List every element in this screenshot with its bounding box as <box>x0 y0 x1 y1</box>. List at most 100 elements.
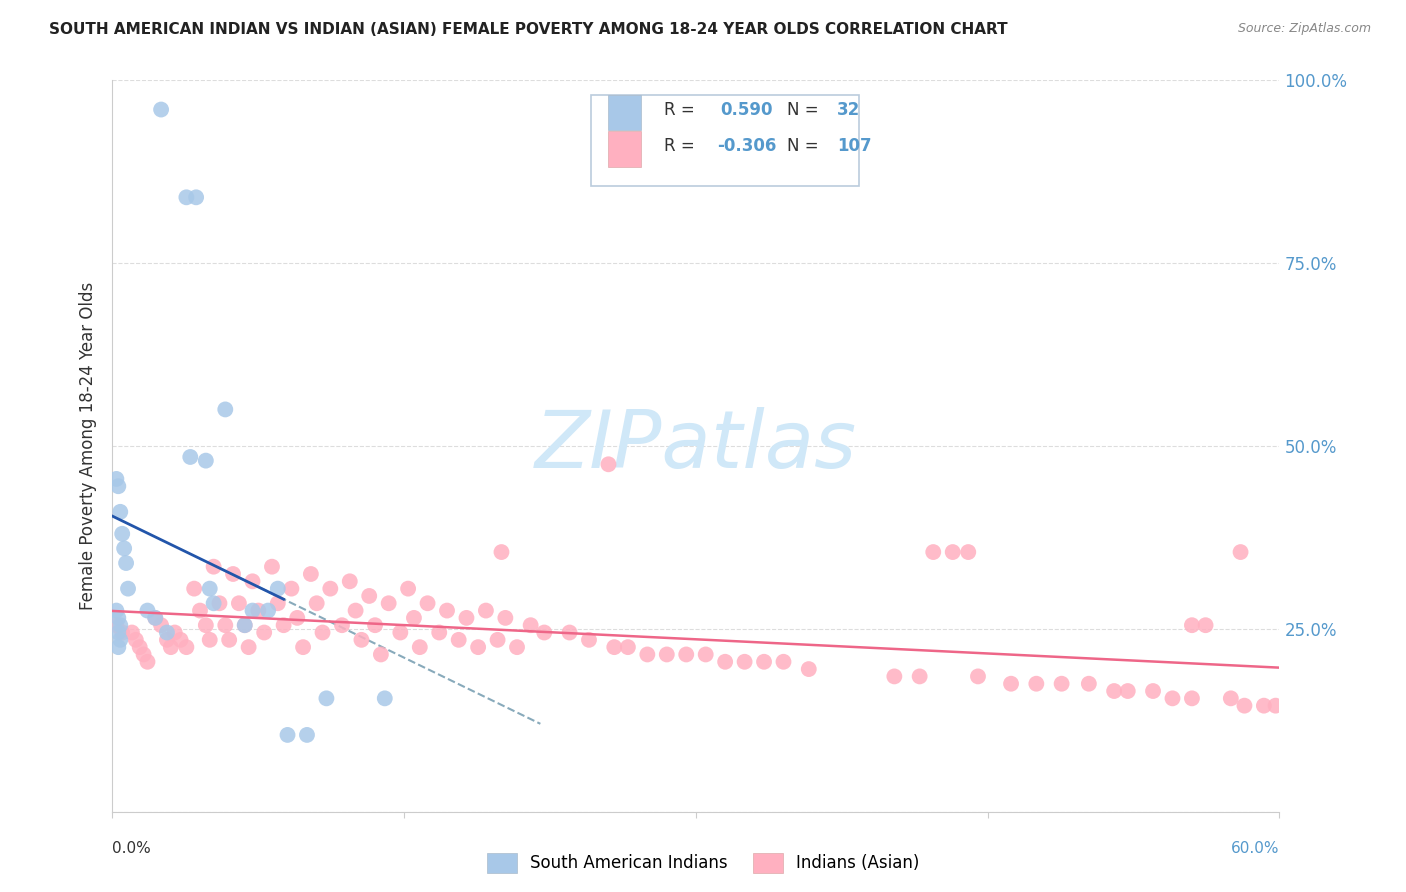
Point <box>107 640 129 655</box>
Point <box>330 618 353 632</box>
Point <box>150 618 173 632</box>
Point <box>111 625 134 640</box>
Point <box>136 603 159 617</box>
Point <box>115 556 138 570</box>
Text: N =: N = <box>787 101 818 119</box>
Point <box>1194 618 1216 632</box>
Point <box>797 662 820 676</box>
Point <box>1161 691 1184 706</box>
Point <box>617 640 640 655</box>
Point <box>942 545 965 559</box>
Legend: South American Indians, Indians (Asian): South American Indians, Indians (Asian) <box>479 847 927 880</box>
Point <box>350 632 373 647</box>
Point <box>486 632 509 647</box>
Point <box>475 603 498 617</box>
Point <box>276 728 298 742</box>
Point <box>491 545 513 559</box>
Point <box>107 611 129 625</box>
Point <box>315 691 337 706</box>
Point <box>636 648 658 662</box>
Point <box>447 632 470 647</box>
Point <box>695 648 717 662</box>
Point <box>1025 676 1047 690</box>
Point <box>1142 684 1164 698</box>
Point <box>222 567 245 582</box>
Point <box>285 611 308 625</box>
Point <box>603 640 626 655</box>
Point <box>427 625 450 640</box>
Point <box>242 603 264 617</box>
Point <box>370 648 392 662</box>
Point <box>533 625 555 640</box>
Point <box>416 596 439 610</box>
Y-axis label: Female Poverty Among 18-24 Year Olds: Female Poverty Among 18-24 Year Olds <box>79 282 97 610</box>
Point <box>198 582 221 596</box>
Point <box>734 655 756 669</box>
Point <box>377 596 399 610</box>
Point <box>218 632 240 647</box>
Point <box>176 640 198 655</box>
Point <box>772 655 794 669</box>
Point <box>967 669 990 683</box>
Point <box>436 603 458 617</box>
Point <box>105 618 128 632</box>
Point <box>292 640 315 655</box>
Point <box>179 450 201 464</box>
Point <box>456 611 478 625</box>
FancyBboxPatch shape <box>591 95 859 186</box>
Point <box>156 625 179 640</box>
Point <box>188 603 211 617</box>
Point <box>238 640 260 655</box>
Point <box>1264 698 1286 713</box>
Text: R =: R = <box>665 101 695 119</box>
Bar <box>609 95 641 130</box>
Text: N =: N = <box>787 137 818 155</box>
Point <box>105 472 128 486</box>
Point <box>1102 684 1125 698</box>
Point <box>150 103 173 117</box>
Point <box>409 640 432 655</box>
Point <box>202 596 225 610</box>
Point <box>311 625 333 640</box>
Point <box>110 505 132 519</box>
Point <box>132 648 155 662</box>
Point <box>214 402 236 417</box>
Point <box>125 632 148 647</box>
Point <box>396 582 419 596</box>
Point <box>305 596 328 610</box>
Point <box>344 603 367 617</box>
Point <box>558 625 581 640</box>
Point <box>364 618 387 632</box>
Point <box>183 582 205 596</box>
Point <box>299 567 322 582</box>
Point <box>359 589 381 603</box>
Point <box>922 545 945 559</box>
Point <box>1050 676 1073 690</box>
Text: Source: ZipAtlas.com: Source: ZipAtlas.com <box>1237 22 1371 36</box>
Point <box>111 526 134 541</box>
Point <box>957 545 980 559</box>
Point <box>267 596 290 610</box>
Point <box>1233 698 1256 713</box>
Point <box>198 632 221 647</box>
Point <box>752 655 775 669</box>
Point <box>242 574 264 589</box>
Point <box>110 632 132 647</box>
Point <box>163 625 186 640</box>
Point <box>295 728 318 742</box>
Point <box>389 625 412 640</box>
Point <box>228 596 250 610</box>
Point <box>1181 618 1204 632</box>
Point <box>506 640 529 655</box>
Point <box>655 648 678 662</box>
Point <box>675 648 697 662</box>
Point <box>208 596 231 610</box>
Point <box>117 582 139 596</box>
Point <box>247 603 270 617</box>
Point <box>105 603 128 617</box>
Point <box>1229 545 1251 559</box>
Point <box>1181 691 1204 706</box>
Point <box>107 625 129 640</box>
Point <box>1000 676 1022 690</box>
Point <box>883 669 905 683</box>
